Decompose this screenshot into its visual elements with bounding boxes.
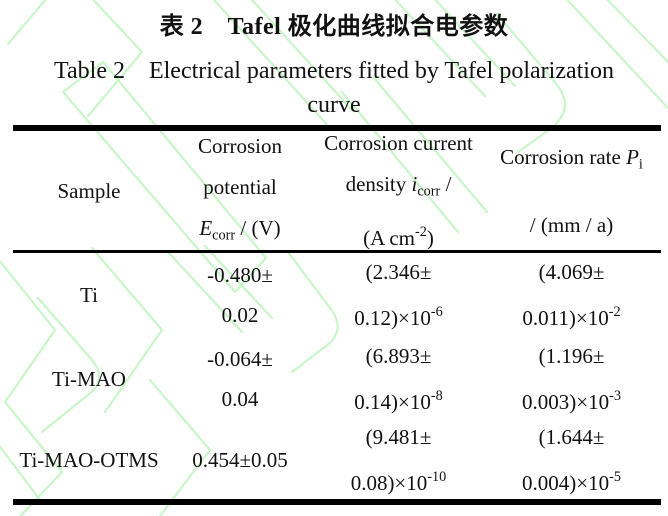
current-value-line1: (2.346± xyxy=(365,260,432,285)
rate-value-base: 0.011)×10 xyxy=(522,306,609,331)
table-body: Ti -0.480± 0.02 (2.346± 0.12)×10-6 (4.06… xyxy=(13,252,661,502)
cell-potential: 0.454±0.05 xyxy=(165,422,315,502)
current-value-base: 0.14)×10 xyxy=(354,390,431,415)
rate-value-line2: 0.003)×10-3 xyxy=(482,384,661,414)
cell-sample: Ti-MAO xyxy=(13,337,165,422)
header-rate-line2: / (mm / a) xyxy=(529,212,614,237)
potential-value-single: 0.454±0.05 xyxy=(192,448,288,473)
header-current-line2: density icorr / xyxy=(315,172,482,203)
cell-corrosion-rate: (4.069± 0.011)×10-2 xyxy=(482,252,661,337)
rate-value-base: 0.004)×10 xyxy=(522,471,610,496)
potential-value-line2: 0.02 xyxy=(221,303,259,328)
current-value-exponent: -8 xyxy=(430,388,443,405)
rate-value-exponent: -3 xyxy=(609,388,621,405)
header-corrosion-rate: Corrosion rate Pi / (mm / a) xyxy=(482,128,661,252)
current-value-line1: (9.481± xyxy=(365,425,432,450)
current-value-line2: 0.14)×10-8 xyxy=(315,384,482,414)
potential-value-line1: -0.480± xyxy=(207,263,273,288)
unit-acm: (A cm xyxy=(363,226,415,251)
cell-sample: Ti xyxy=(13,252,165,337)
rate-value-line2: 0.011)×10-2 xyxy=(482,300,661,330)
header-potential-line1: Corrosion xyxy=(198,134,282,159)
subscript-corr: corr xyxy=(417,183,441,200)
sample-name: Ti-MAO xyxy=(52,367,126,392)
rate-value-exponent: -2 xyxy=(608,304,621,321)
header-rate-line1: Corrosion rate Pi xyxy=(482,145,661,176)
rate-value-line2: 0.004)×10-5 xyxy=(482,465,661,495)
text-density: density xyxy=(345,172,412,196)
rate-value-base: 0.003)×10 xyxy=(522,390,610,415)
sample-name: Ti xyxy=(80,283,98,308)
cell-current-density: (9.481± 0.08)×10-10 xyxy=(315,422,482,502)
header-current-line3: (A cm-2) xyxy=(315,220,482,250)
table-row-ti: Ti -0.480± 0.02 (2.346± 0.12)×10-6 (4.06… xyxy=(13,252,661,337)
current-value-exponent: -10 xyxy=(427,469,447,486)
text-corrosion-rate: Corrosion rate xyxy=(500,144,627,169)
table-title-chinese: 表 2 Tafel 极化曲线拟合电参数 xyxy=(159,14,509,40)
cell-potential: -0.480± 0.02 xyxy=(165,252,315,337)
symbol-E: E xyxy=(199,216,213,241)
rate-value-line1: (4.069± xyxy=(538,260,605,285)
rate-value-line1: (1.196± xyxy=(538,344,605,369)
rate-value-line1: (1.644± xyxy=(538,425,605,450)
text-paren: ) xyxy=(426,226,434,251)
subscript-i: i xyxy=(638,155,643,172)
symbol-P: P xyxy=(626,144,639,169)
subscript-corr: corr xyxy=(212,227,236,244)
cell-corrosion-rate: (1.196± 0.003)×10-3 xyxy=(482,337,661,422)
header-potential-line2: potential xyxy=(203,175,277,200)
symbol-i: i xyxy=(411,172,418,196)
superscript-minus2: -2 xyxy=(415,224,427,241)
table-title-english-line2: curve xyxy=(307,92,361,118)
potential-value-line1: -0.064± xyxy=(207,347,273,372)
header-potential-line3: Ecorr / (V) xyxy=(165,216,315,247)
sample-name: Ti-MAO-OTMS xyxy=(19,448,159,473)
potential-value-line2: 0.04 xyxy=(221,387,259,412)
unit-volts: / (V) xyxy=(235,216,281,241)
table-row-ti-mao-otms: Ti-MAO-OTMS 0.454±0.05 (9.481± 0.08)×10-… xyxy=(13,422,661,502)
current-value-line2: 0.12)×10-6 xyxy=(315,300,482,330)
header-sample-label: Sample xyxy=(57,178,121,203)
cell-sample: Ti-MAO-OTMS xyxy=(13,422,165,502)
current-value-line2: 0.08)×10-10 xyxy=(315,465,482,495)
cell-current-density: (6.893± 0.14)×10-8 xyxy=(315,337,482,422)
header-sample: Sample xyxy=(13,128,165,252)
tafel-parameters-table: Sample Corrosion potential Ecorr / (V) C… xyxy=(13,125,661,505)
table-title-english-line1: Table 2 Electrical parameters fitted by … xyxy=(54,58,614,84)
header-corrosion-potential: Corrosion potential Ecorr / (V) xyxy=(165,128,315,252)
table-row-ti-mao: Ti-MAO -0.064± 0.04 (6.893± 0.14)×10-8 (… xyxy=(13,337,661,422)
header-current-line1: Corrosion current xyxy=(324,131,473,155)
header-corrosion-current-density: Corrosion current density icorr / (A cm-… xyxy=(315,128,482,252)
table-header: Sample Corrosion potential Ecorr / (V) C… xyxy=(13,128,661,252)
current-value-base: 0.08)×10 xyxy=(350,471,428,496)
cell-corrosion-rate: (1.644± 0.004)×10-5 xyxy=(482,422,661,502)
current-value-line1: (6.893± xyxy=(365,344,432,369)
text-slash: / xyxy=(440,172,452,196)
cell-potential: -0.064± 0.04 xyxy=(165,337,315,422)
current-value-base: 0.12)×10 xyxy=(354,306,431,331)
rate-value-exponent: -5 xyxy=(609,469,621,486)
cell-current-density: (2.346± 0.12)×10-6 xyxy=(315,252,482,337)
current-value-exponent: -6 xyxy=(430,304,443,321)
